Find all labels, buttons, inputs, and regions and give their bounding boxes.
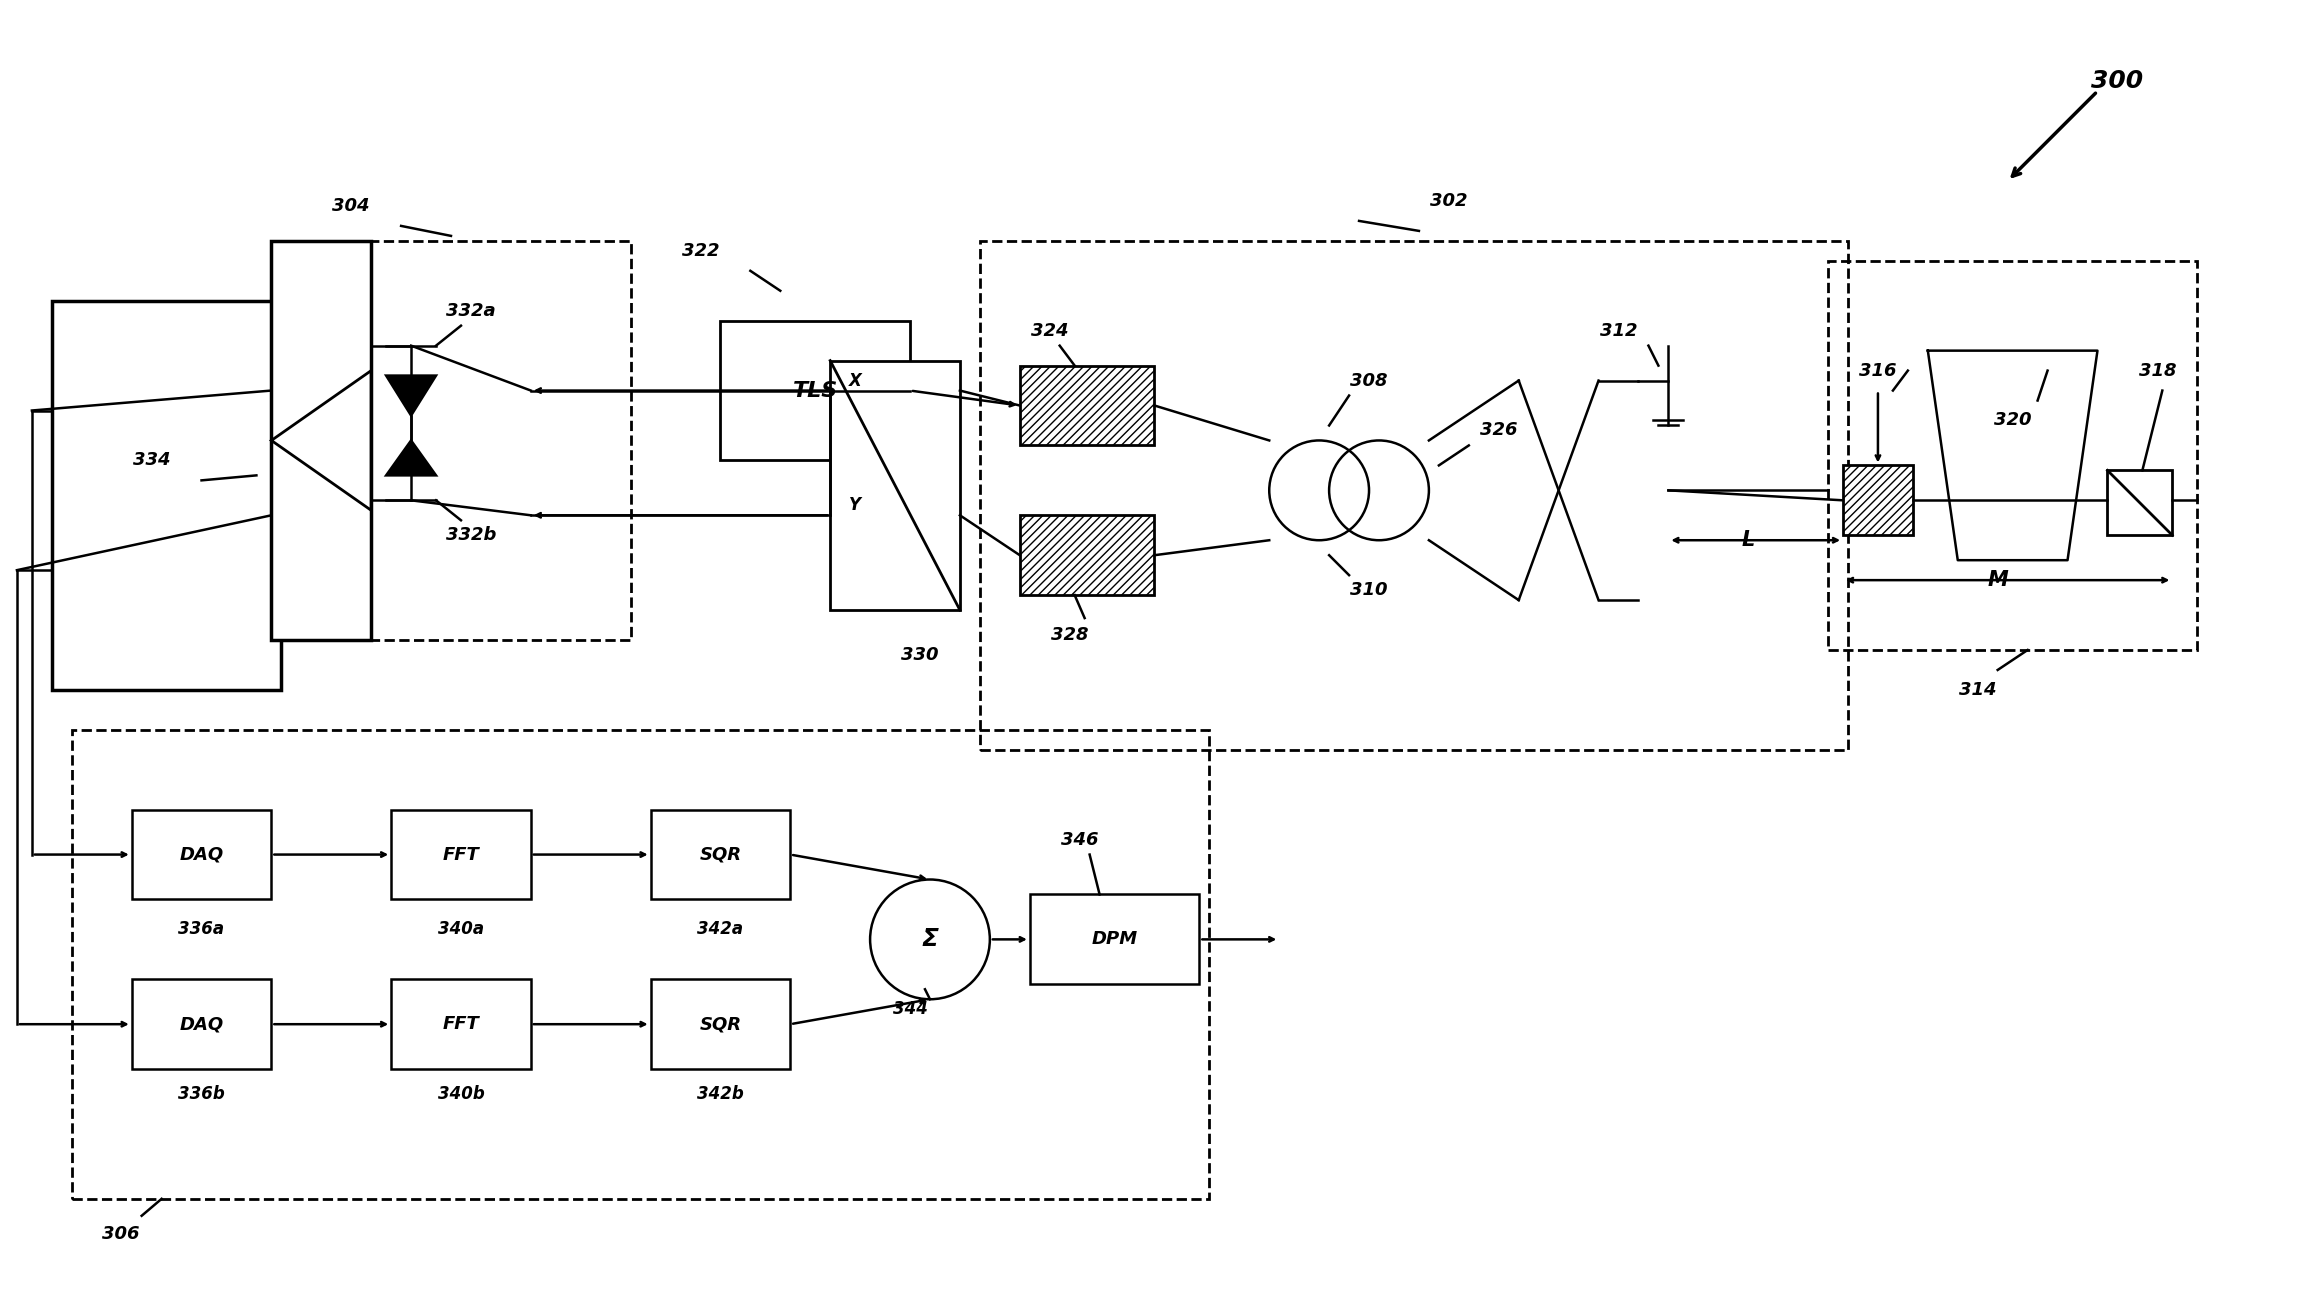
Bar bbox=[979, 240, 1848, 750]
Text: TLS: TLS bbox=[793, 381, 837, 400]
Text: 336b: 336b bbox=[177, 1086, 225, 1102]
Bar bbox=[2108, 471, 2173, 536]
Text: 340a: 340a bbox=[437, 920, 485, 939]
Text: 310: 310 bbox=[1350, 581, 1389, 599]
Text: 342a: 342a bbox=[697, 920, 743, 939]
Bar bbox=[391, 810, 531, 900]
Text: Σ: Σ bbox=[922, 927, 938, 952]
Text: 306: 306 bbox=[101, 1225, 140, 1243]
Bar bbox=[280, 240, 630, 640]
Text: 330: 330 bbox=[901, 646, 938, 664]
Text: 336a: 336a bbox=[179, 920, 225, 939]
Text: 300: 300 bbox=[2092, 69, 2143, 94]
Text: 326: 326 bbox=[1481, 421, 1517, 439]
Text: SQR: SQR bbox=[699, 1015, 743, 1034]
Bar bbox=[720, 321, 910, 460]
Bar bbox=[1030, 894, 1200, 984]
Text: FFT: FFT bbox=[444, 1015, 480, 1034]
Bar bbox=[1828, 261, 2198, 650]
Polygon shape bbox=[386, 441, 437, 476]
Text: 320: 320 bbox=[1993, 412, 2032, 429]
Text: 344: 344 bbox=[892, 1000, 926, 1018]
Text: 328: 328 bbox=[1051, 627, 1087, 644]
Text: 314: 314 bbox=[1959, 681, 1996, 699]
Text: DPM: DPM bbox=[1092, 931, 1138, 949]
Bar bbox=[651, 810, 791, 900]
Text: 340b: 340b bbox=[437, 1086, 485, 1102]
Text: 308: 308 bbox=[1350, 372, 1389, 390]
Text: 332b: 332b bbox=[446, 526, 497, 545]
Text: 334: 334 bbox=[133, 451, 170, 469]
Bar bbox=[1844, 465, 1913, 536]
Text: FFT: FFT bbox=[444, 845, 480, 863]
Text: 312: 312 bbox=[1600, 321, 1637, 339]
Bar bbox=[1021, 365, 1154, 446]
Text: 346: 346 bbox=[1060, 831, 1099, 849]
Text: L: L bbox=[1743, 530, 1754, 550]
Text: DAQ: DAQ bbox=[179, 1015, 223, 1034]
Bar bbox=[391, 979, 531, 1069]
Bar bbox=[131, 810, 271, 900]
Bar bbox=[830, 360, 961, 610]
Text: 316: 316 bbox=[1860, 361, 1897, 380]
Text: 324: 324 bbox=[1030, 321, 1069, 339]
Text: DAQ: DAQ bbox=[179, 845, 223, 863]
Text: 322: 322 bbox=[683, 242, 720, 260]
Text: 332a: 332a bbox=[446, 302, 497, 320]
Bar bbox=[271, 240, 370, 640]
Text: X: X bbox=[848, 372, 862, 390]
Text: SQR: SQR bbox=[699, 845, 743, 863]
Bar bbox=[71, 729, 1209, 1199]
Text: 318: 318 bbox=[2138, 361, 2177, 380]
Text: Y: Y bbox=[848, 497, 862, 515]
Bar bbox=[651, 979, 791, 1069]
Bar bbox=[1021, 515, 1154, 595]
Bar bbox=[131, 979, 271, 1069]
Text: 302: 302 bbox=[1430, 192, 1467, 211]
Polygon shape bbox=[386, 376, 437, 416]
Bar bbox=[53, 300, 280, 690]
Text: 304: 304 bbox=[333, 198, 370, 214]
Text: 342b: 342b bbox=[697, 1086, 745, 1102]
Text: M: M bbox=[1986, 571, 2007, 590]
